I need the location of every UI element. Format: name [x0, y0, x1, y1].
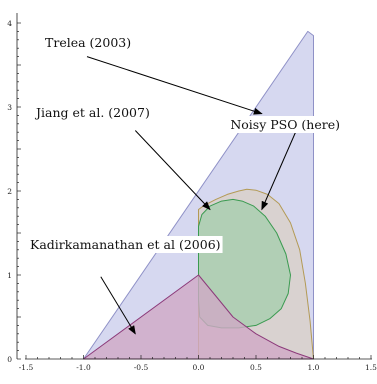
x-tick-label: 1.5: [365, 363, 377, 372]
arrow-kadirkamanathan: [100, 276, 136, 335]
arrow-trelea: [86, 56, 263, 115]
x-tick-label: 0.0: [193, 363, 205, 372]
annotation-bg-trelea: [43, 34, 134, 51]
annotation-bg-jiang: [32, 104, 152, 121]
x-tick-label: 0.5: [250, 363, 262, 372]
y-tick-label: 2: [7, 187, 12, 196]
y-tick-label: 0: [7, 355, 12, 364]
region-kad: [83, 274, 314, 360]
arrow-noisy: [261, 130, 297, 211]
x-tick-label: -1.5: [19, 363, 34, 372]
annotation-bg-noisy: [228, 116, 342, 133]
y-tick-label: 3: [7, 103, 12, 112]
x-tick-label: -1.0: [76, 363, 91, 372]
annotation-noisy: Noisy PSO (here): [230, 117, 340, 132]
arrow-jiang: [134, 130, 211, 211]
y-tick-label: 4: [7, 19, 12, 28]
y-tick-label: 1: [7, 271, 12, 280]
annotation-bg-kadirkamanathan: [28, 236, 223, 253]
annotation-trelea: Trelea (2003): [45, 35, 131, 50]
x-tick-label: -0.5: [134, 363, 149, 372]
x-tick-label: 1.0: [308, 363, 320, 372]
annotation-jiang: Jiang et al. (2007): [34, 105, 150, 120]
annotation-kadirkamanathan: Kadirkamanathan et al (2006): [30, 237, 221, 252]
